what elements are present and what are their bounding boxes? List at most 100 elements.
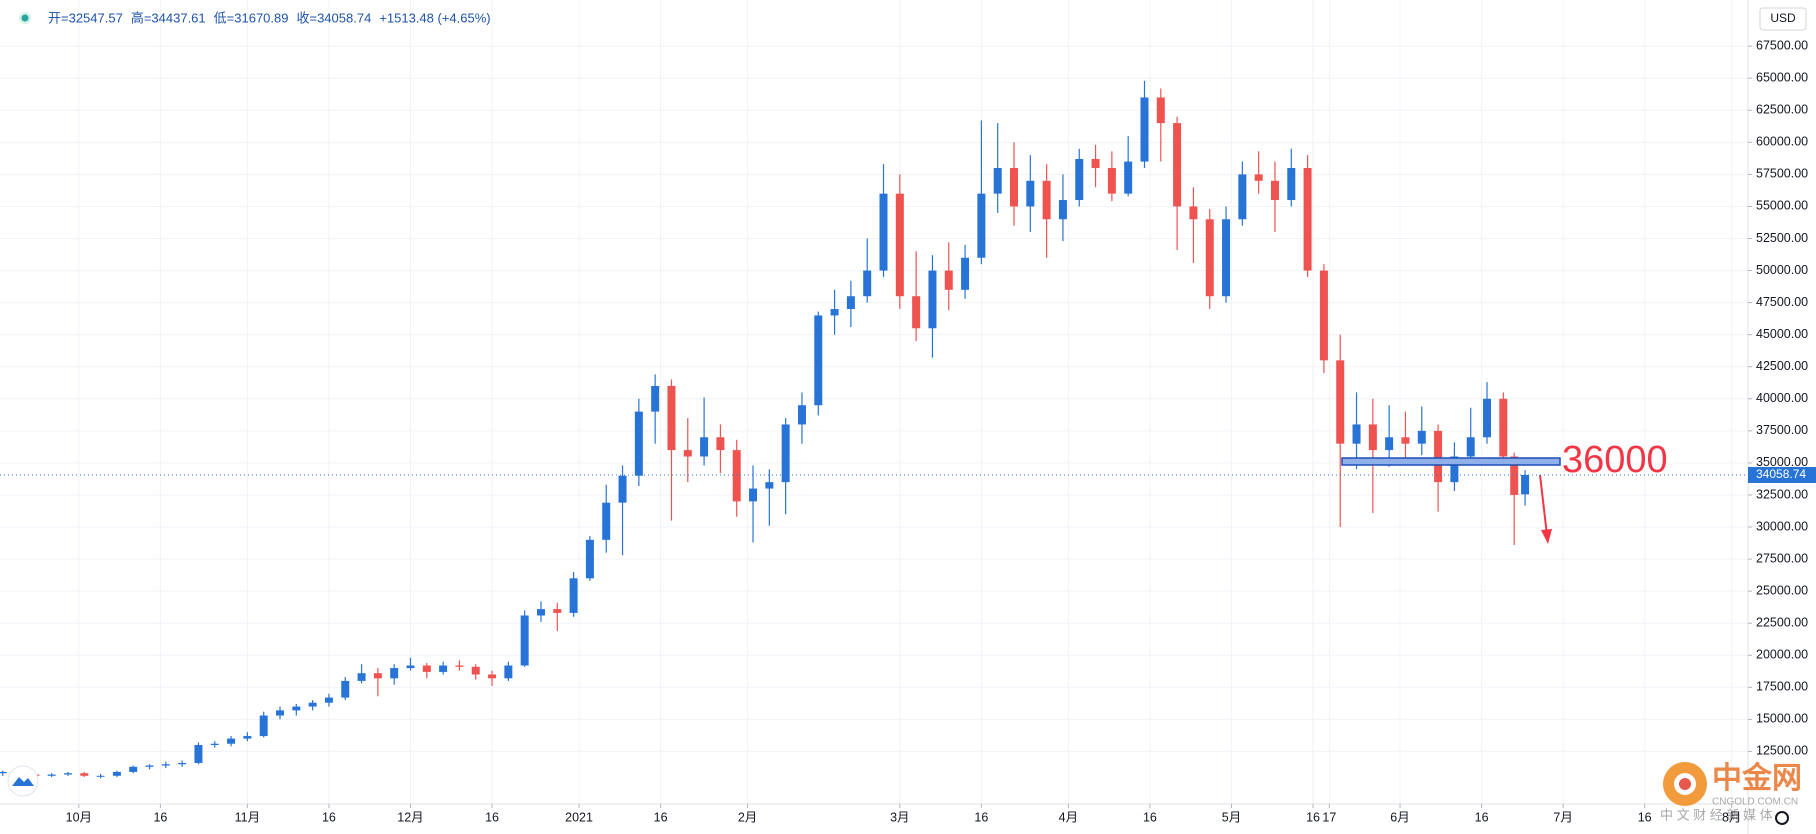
candle-body [1417,430,1426,444]
y-tick-label: 55000.00 [1756,199,1808,213]
candle-body [1124,161,1133,194]
header-item: 收=34058.74 [296,10,371,25]
candle-body [553,609,562,613]
logo-badge [7,765,39,797]
x-tick-label: 12月 [397,810,423,824]
candle-body [357,673,366,681]
arrow-head [1541,529,1552,544]
candle-body [1058,200,1067,220]
candle-body [259,715,268,737]
x-tick-label: 2月 [738,810,757,824]
candle-body [1368,424,1377,451]
candle-body [1287,167,1296,201]
status-dot [21,14,29,22]
candle-body [1450,456,1459,483]
x-tick-label: 2021 [565,810,593,824]
candle-body [993,167,1002,194]
header-item: 高=34437.61 [131,10,206,25]
candle-body [1352,424,1361,444]
candle-body [569,578,578,613]
candle-body [1466,437,1475,457]
logo-icon [12,777,34,786]
y-tick-label: 62500.00 [1756,103,1808,117]
candle-body [1173,123,1182,207]
x-tick-label: 16 [322,810,336,824]
x-tick-label: 4月 [1059,810,1078,824]
candle-body [0,771,7,774]
currency-label: USD [1770,11,1796,25]
candle-body [716,437,725,451]
candle-body [1042,180,1051,220]
currency-button[interactable] [1759,7,1807,31]
legend-header: 开=32547.57 高=34437.61 低=31670.89 收=34058.74… [19,10,491,25]
settings-gear[interactable] [1775,811,1789,825]
candle-body [520,615,529,666]
y-tick-label: 52500.00 [1756,231,1808,245]
candle-body [1434,430,1443,483]
y-tick-label: 17500.00 [1756,680,1808,694]
y-tick-label: 20000.00 [1756,648,1808,662]
candle-body [129,766,138,772]
candle-body [324,697,333,703]
candle-body [1107,167,1116,194]
candle-body [308,702,317,707]
x-tick-label: 3月 [890,810,909,824]
x-tick-label: 6月 [1390,810,1409,824]
y-tick-label: 40000.00 [1756,391,1808,405]
candle-body [830,309,839,316]
y-tick-label: 60000.00 [1756,135,1808,149]
watermark-site: CNGOLD.COM.CN [1712,797,1798,808]
candle-body [928,270,937,329]
y-tick-label: 65000.00 [1756,71,1808,85]
x-tick-label: 7月 [1553,810,1572,824]
candle-body [1510,456,1519,495]
x-tick-label: 17 [1322,810,1336,824]
candle-body [1140,97,1149,162]
candle-body [602,502,611,540]
candle-body [732,450,741,502]
candle-body [439,665,448,672]
y-tick-label: 50000.00 [1756,263,1808,277]
candle-body [1091,159,1100,168]
candle-body [80,773,89,776]
header-item: 低=31670.89 [214,10,289,25]
y-tick-label: 25000.00 [1756,583,1808,597]
price-label: 34058.74 [1756,467,1806,481]
candle-body [455,665,464,667]
candle-body [210,743,219,746]
candle-body [585,539,594,579]
y-tick-label: 12500.00 [1756,744,1808,758]
candle-body [390,668,399,679]
watermark-logo-core [1679,778,1691,790]
x-tick-label: 16 [1475,810,1489,824]
x-tick-label: 16 [1143,810,1157,824]
candle-body [47,774,56,776]
candle-body [618,475,627,503]
candle-body [112,771,121,776]
gear-icon[interactable] [1775,811,1789,825]
candle-body [227,738,236,744]
candle-body [1254,174,1263,181]
candle-body [651,385,660,412]
candle-body [1319,270,1328,361]
candle-body [814,315,823,406]
header-item: 开=32547.57 [48,10,123,25]
candle-body [194,745,203,763]
candle-body [1238,174,1247,220]
candle-body [488,674,497,679]
candle-body [1156,97,1165,124]
watermark-brand: 中金网 [1712,761,1802,795]
y-tick-label: 30000.00 [1756,519,1808,533]
price-label-box [1748,466,1816,483]
x-tick-label: 5月 [1222,810,1241,824]
header-item: +1513.48 (+4.65%) [379,10,490,25]
candle-body [1521,474,1530,495]
arrow-shaft [1539,474,1548,536]
grid [0,0,1748,804]
candle-body [683,450,692,457]
x-tick-label: 16 [1638,810,1652,824]
y-tick-label: 37500.00 [1756,423,1808,437]
candle-body [797,405,806,425]
